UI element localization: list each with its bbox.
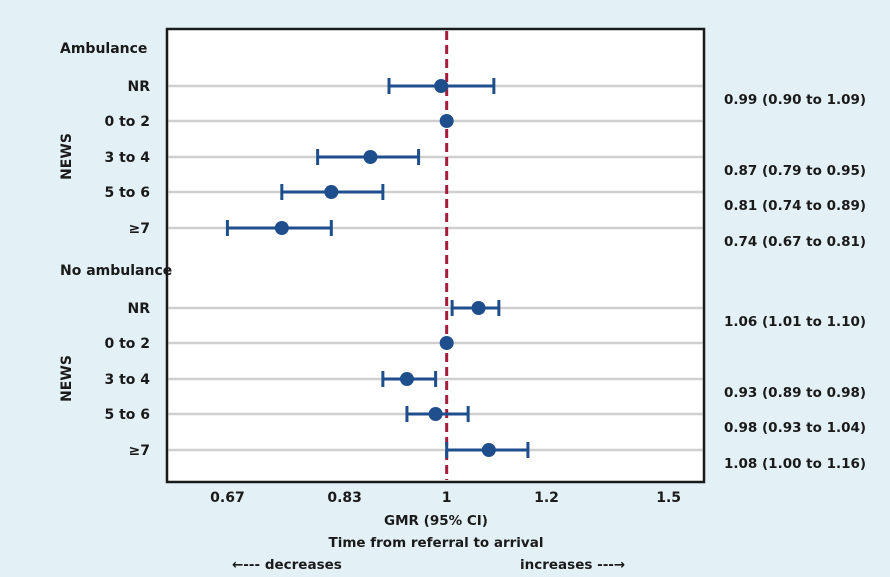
point-estimate — [439, 114, 454, 128]
point-estimate — [324, 185, 339, 199]
x-tick-label: 1.2 — [534, 490, 559, 506]
x-tick-label: 1 — [442, 490, 452, 506]
x-tick-label: 1.5 — [656, 490, 681, 506]
side-label-news: NEWS — [59, 355, 75, 402]
x-axis-title: GMR (95% CI) — [384, 513, 488, 529]
group-header: No ambulance — [60, 263, 172, 279]
point-estimate — [439, 336, 454, 350]
ci-value-text: 1.08 (1.00 to 1.16) — [724, 456, 866, 472]
ci-value-text: 0.93 (0.89 to 0.98) — [724, 385, 866, 401]
side-label-news: NEWS — [59, 133, 75, 180]
row-label: 5 to 6 — [104, 185, 150, 201]
ci-value-text: 0.74 (0.67 to 0.81) — [724, 234, 866, 250]
ci-value-text: 0.87 (0.79 to 0.95) — [724, 163, 866, 179]
ci-value-text: 1.06 (1.01 to 1.10) — [724, 314, 866, 330]
x-tick-label: 0.67 — [210, 490, 245, 506]
plot-area — [165, 27, 706, 484]
point-estimate — [399, 372, 414, 386]
direction-increases: increases ---→ — [520, 557, 625, 573]
row-label: 3 to 4 — [104, 372, 150, 388]
point-estimate — [481, 443, 496, 457]
row-label: ≥7 — [129, 221, 150, 237]
x-tick-label: 0.83 — [327, 490, 362, 506]
row-label: 3 to 4 — [104, 150, 150, 166]
row-label: 5 to 6 — [104, 407, 150, 423]
point-estimate — [363, 150, 378, 164]
point-estimate — [274, 221, 289, 235]
chart-subtitle: Time from referral to arrival — [329, 535, 544, 551]
direction-decreases: ←--- decreases — [232, 557, 342, 573]
ci-value-text: 0.99 (0.90 to 1.09) — [724, 92, 866, 108]
ci-value-text: 0.98 (0.93 to 1.04) — [724, 420, 866, 436]
point-estimate — [471, 301, 486, 315]
row-label: ≥7 — [129, 443, 150, 459]
row-label: 0 to 2 — [104, 114, 150, 130]
row-label: NR — [128, 301, 151, 317]
group-header: Ambulance — [60, 41, 147, 57]
point-estimate — [428, 407, 443, 421]
row-label: 0 to 2 — [104, 336, 150, 352]
point-estimate — [434, 79, 449, 93]
row-label: NR — [128, 79, 151, 95]
x-axis-ticks: 0.67 0.83 1 1.2 1.5 — [210, 490, 681, 506]
ci-value-text: 0.81 (0.74 to 0.89) — [724, 198, 866, 214]
rows-layer — [225, 78, 530, 458]
